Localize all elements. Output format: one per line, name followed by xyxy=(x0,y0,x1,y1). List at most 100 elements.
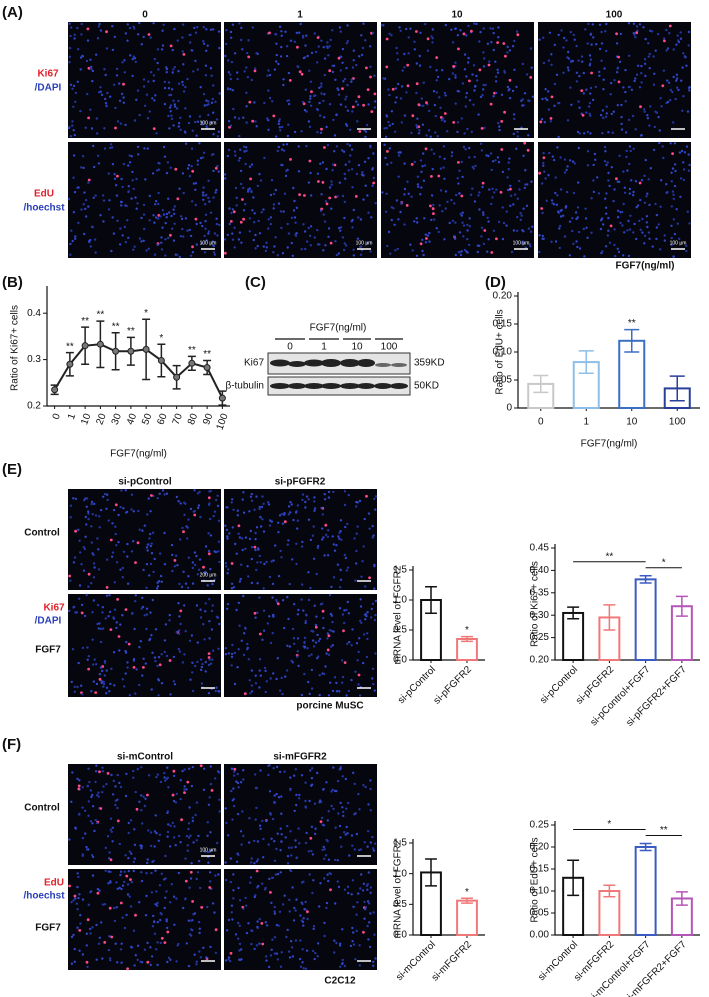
nucleus xyxy=(422,179,426,182)
nucleus xyxy=(645,195,648,198)
nucleus xyxy=(101,791,104,794)
nucleus xyxy=(228,959,232,963)
nucleus xyxy=(632,31,635,35)
nucleus xyxy=(93,829,96,833)
nucleus xyxy=(149,831,153,834)
nucleus xyxy=(509,184,512,187)
nucleus xyxy=(180,818,184,822)
nucleus xyxy=(158,162,161,165)
nucleus xyxy=(619,32,622,36)
nucleus xyxy=(73,556,77,559)
nucleus xyxy=(210,101,214,105)
nucleus xyxy=(459,29,462,32)
nucleus xyxy=(229,857,233,860)
nucleus xyxy=(216,841,219,845)
nucleus xyxy=(173,66,176,69)
nucleus xyxy=(148,110,151,113)
nucleus xyxy=(360,53,364,57)
nucleus xyxy=(238,958,241,961)
panel-label: (A) xyxy=(2,4,23,21)
nucleus xyxy=(74,529,77,533)
nucleus xyxy=(352,49,355,52)
nucleus xyxy=(279,129,282,132)
nucleus xyxy=(157,656,161,659)
nucleus xyxy=(132,187,135,191)
nucleus xyxy=(242,769,245,772)
nucleus xyxy=(410,163,414,166)
nucleus xyxy=(118,649,121,652)
nucleus xyxy=(253,101,256,104)
nucleus xyxy=(95,132,99,135)
nucleus xyxy=(247,922,250,925)
nucleus xyxy=(91,611,94,614)
nucleus xyxy=(211,582,214,586)
nucleus xyxy=(307,181,311,184)
nucleus xyxy=(248,165,252,168)
nucleus xyxy=(562,46,565,49)
nucleus xyxy=(559,188,563,191)
nucleus xyxy=(230,582,234,585)
nucleus xyxy=(111,163,115,166)
nucleus xyxy=(467,56,470,60)
nucleus xyxy=(323,554,326,557)
nucleus xyxy=(268,615,271,618)
nucleus xyxy=(149,544,152,548)
nucleus xyxy=(312,557,316,560)
nucleus xyxy=(294,511,298,514)
nucleus xyxy=(469,193,473,196)
nucleus xyxy=(307,518,311,521)
nucleus xyxy=(288,582,291,586)
nucleus xyxy=(254,548,257,552)
nucleus xyxy=(337,56,341,60)
nucleus xyxy=(386,163,389,166)
nucleus xyxy=(218,622,221,626)
nucleus xyxy=(273,859,277,862)
nucleus xyxy=(513,39,516,43)
nucleus xyxy=(138,237,142,240)
nucleus xyxy=(269,891,272,894)
nucleus xyxy=(148,219,151,222)
panel-label: (E) xyxy=(2,461,22,478)
nucleus xyxy=(114,106,117,110)
nucleus xyxy=(622,86,625,89)
nucleus xyxy=(258,824,262,827)
nucleus xyxy=(187,822,191,825)
nucleus xyxy=(254,247,257,250)
nucleus xyxy=(185,834,189,838)
nucleus xyxy=(324,200,328,203)
nucleus xyxy=(242,217,246,221)
nucleus xyxy=(476,244,480,247)
nucleus xyxy=(391,122,394,126)
nucleus xyxy=(318,905,321,908)
nucleus xyxy=(341,613,345,616)
nucleus xyxy=(413,160,416,164)
nucleus xyxy=(191,561,194,564)
nucleus xyxy=(508,96,512,100)
nucleus xyxy=(287,71,291,75)
nucleus xyxy=(280,795,283,798)
nucleus xyxy=(68,46,72,50)
nucleus xyxy=(255,806,258,810)
band-size: 50KD xyxy=(414,381,439,392)
error-bar xyxy=(425,586,437,614)
nucleus xyxy=(160,236,163,239)
nucleus xyxy=(177,500,180,503)
nucleus xyxy=(334,240,337,243)
nucleus xyxy=(289,158,292,161)
nucleus xyxy=(177,70,180,73)
nucleus xyxy=(253,862,256,865)
nucleus xyxy=(248,679,251,682)
nucleus xyxy=(159,780,163,784)
nucleus xyxy=(152,74,156,77)
nucleus xyxy=(156,941,159,944)
nucleus xyxy=(329,38,332,42)
nucleus xyxy=(92,562,96,565)
nucleus xyxy=(319,820,323,824)
nucleus xyxy=(199,86,202,89)
nucleus xyxy=(589,132,592,135)
nucleus xyxy=(73,690,77,693)
nucleus xyxy=(250,78,253,82)
nucleus xyxy=(163,639,167,642)
nucleus xyxy=(186,849,189,852)
nucleus xyxy=(124,608,128,611)
